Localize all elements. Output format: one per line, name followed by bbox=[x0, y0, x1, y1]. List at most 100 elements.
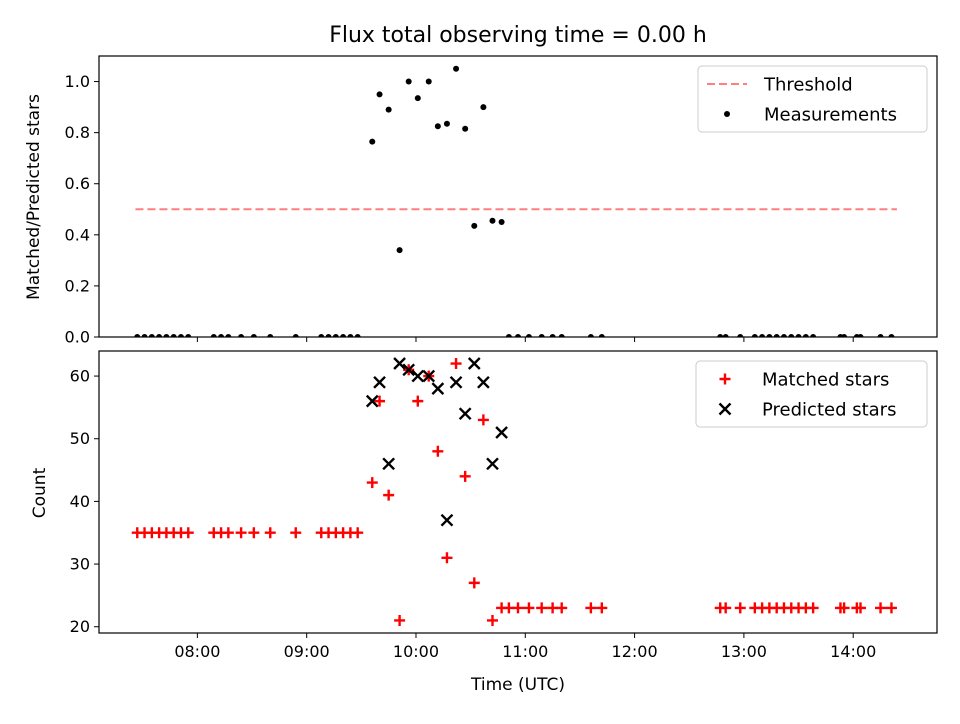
measurement-point bbox=[549, 334, 556, 337]
measurement-point bbox=[218, 334, 225, 337]
x-tick-label: 14:00 bbox=[830, 642, 876, 661]
predicted-star-point bbox=[365, 394, 379, 408]
measurement-point bbox=[766, 334, 773, 337]
measurement-point bbox=[877, 334, 884, 337]
measurement-point bbox=[267, 334, 274, 337]
y-tick-label: 20 bbox=[70, 617, 90, 636]
measurement-point bbox=[396, 247, 403, 254]
y-tick-label: 30 bbox=[70, 555, 90, 574]
measurement-point bbox=[780, 334, 787, 337]
matched-star-point bbox=[536, 602, 548, 614]
matched-star-point bbox=[523, 602, 535, 614]
x-tick-label: 12:00 bbox=[612, 642, 658, 661]
matched-star-point bbox=[222, 527, 234, 539]
legend-matched-swatch bbox=[719, 373, 731, 385]
matched-star-point bbox=[720, 602, 732, 614]
y-tick-label: 0.4 bbox=[65, 225, 90, 244]
y-tick-label: 40 bbox=[70, 492, 90, 511]
legend-label: Measurements bbox=[764, 105, 897, 126]
legend-box bbox=[695, 360, 928, 428]
matched-star-point bbox=[366, 477, 378, 489]
measurement-point bbox=[471, 222, 478, 229]
y-axis-label-ratio: Matched/Predicted stars bbox=[24, 94, 44, 300]
measurement-point bbox=[369, 138, 376, 145]
measurement-point bbox=[425, 78, 432, 85]
measurement-point bbox=[185, 334, 192, 337]
legend-label: Predicted stars bbox=[762, 400, 896, 421]
measurement-point bbox=[759, 334, 766, 337]
predicted-star-point bbox=[486, 457, 499, 471]
y-tick-label: 0.0 bbox=[65, 328, 90, 347]
measurement-point bbox=[598, 334, 605, 337]
matched-star-point bbox=[556, 602, 568, 614]
predicted-star-point bbox=[495, 426, 508, 439]
predicted-star-point bbox=[422, 369, 436, 383]
measurement-point bbox=[788, 334, 795, 337]
legend-box bbox=[697, 65, 928, 133]
matched-star-point bbox=[596, 602, 608, 614]
measurement-point bbox=[414, 95, 421, 102]
predicted-star-point bbox=[467, 357, 481, 370]
y-tick-label: 60 bbox=[70, 367, 90, 386]
legend-predicted-swatch bbox=[718, 402, 732, 416]
x-tick-label: 09:00 bbox=[284, 642, 330, 661]
matched-star-point bbox=[486, 614, 498, 626]
measurement-point bbox=[156, 334, 163, 337]
y-tick-label: 0.2 bbox=[65, 276, 90, 295]
measurement-point bbox=[405, 78, 412, 85]
measurement-point bbox=[347, 334, 354, 337]
matched-star-point bbox=[352, 527, 364, 539]
measurement-point bbox=[376, 91, 383, 98]
matched-star-point bbox=[182, 527, 194, 539]
x-tick-label: 11:00 bbox=[502, 642, 548, 661]
y-tick-label: 0.8 bbox=[65, 123, 90, 142]
measurement-point bbox=[225, 334, 232, 337]
measurement-point bbox=[141, 334, 148, 337]
measurement-point bbox=[238, 334, 245, 337]
predicted-star-point bbox=[477, 375, 490, 389]
legend-label: Matched stars bbox=[762, 370, 889, 391]
measurement-point bbox=[434, 123, 441, 130]
measurement-point bbox=[489, 217, 496, 224]
measurement-point bbox=[587, 334, 594, 337]
x-tick-label: 10:00 bbox=[393, 642, 439, 661]
measurement-point bbox=[134, 334, 141, 337]
x-axis-label: Time (UTC) bbox=[470, 675, 565, 695]
predicted-star-point bbox=[411, 369, 425, 383]
measurement-point bbox=[888, 334, 895, 337]
x-tick-label: 08:00 bbox=[174, 642, 220, 661]
y-tick-label: 1.0 bbox=[65, 72, 90, 91]
matched-star-point bbox=[450, 358, 462, 370]
axes-frame bbox=[98, 55, 938, 338]
matched-star-point bbox=[512, 602, 524, 614]
measurement-point bbox=[210, 334, 217, 337]
measurement-point bbox=[802, 334, 809, 337]
matched-star-point bbox=[885, 602, 897, 614]
matched-star-point bbox=[412, 395, 424, 407]
matched-star-point bbox=[394, 614, 406, 626]
panel-ratio: 0.0 0.2 0.4 0.6 0.8 1.0 Threshold Measurements bbox=[65, 55, 938, 347]
matched-star-point bbox=[235, 527, 247, 539]
matched-star-point bbox=[477, 414, 489, 426]
matched-star-point bbox=[383, 489, 395, 501]
measurement-point bbox=[177, 334, 184, 337]
measurement-point bbox=[515, 334, 521, 337]
matched-star-point bbox=[838, 602, 850, 614]
predicted-star-point bbox=[458, 407, 472, 421]
measurement-point bbox=[340, 334, 347, 337]
measurement-point bbox=[505, 334, 512, 337]
measurement-point bbox=[325, 334, 332, 337]
measurement-point bbox=[462, 125, 469, 132]
predicted-star-point bbox=[431, 382, 445, 395]
predicted-star-point bbox=[402, 363, 416, 377]
y-axis-label-count: Count bbox=[30, 467, 50, 518]
measurement-point bbox=[148, 334, 155, 337]
predicted-star-point bbox=[440, 513, 454, 527]
matched-star-point bbox=[854, 602, 866, 614]
legend-label: Threshold bbox=[763, 75, 853, 96]
measurement-point bbox=[453, 65, 460, 72]
matched-star-point bbox=[585, 602, 597, 614]
matched-star-point bbox=[441, 552, 453, 564]
matched-star-point bbox=[468, 577, 480, 589]
